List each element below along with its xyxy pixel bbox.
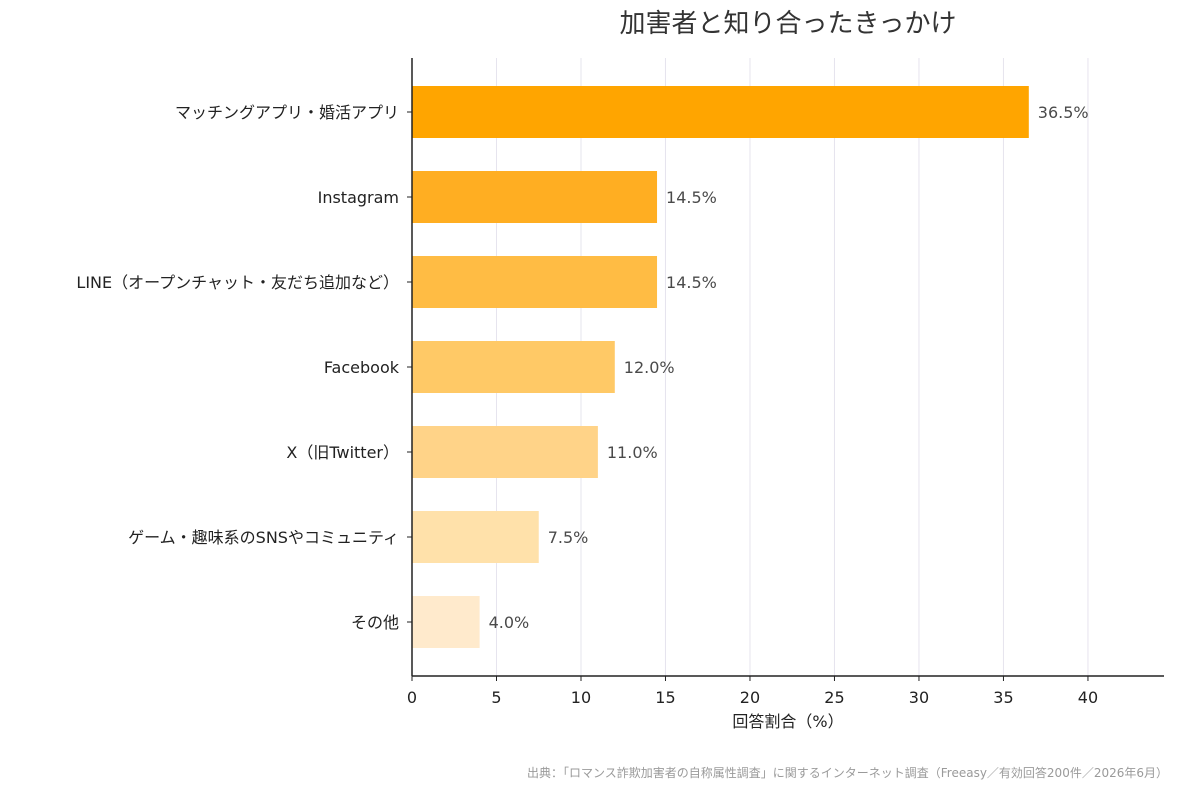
category-label: その他 bbox=[351, 613, 399, 632]
source-note: 出典：「ロマンス詐欺加害者の自称属性調査」に関するインターネット調査（Freea… bbox=[527, 765, 1168, 780]
data-label: 36.5% bbox=[1038, 103, 1089, 122]
data-label: 4.0% bbox=[489, 613, 530, 632]
category-label: ゲーム・趣味系のSNSやコミュニティ bbox=[128, 528, 399, 547]
x-tick-label: 40 bbox=[1078, 688, 1098, 707]
bar bbox=[412, 511, 539, 563]
data-label: 14.5% bbox=[666, 273, 717, 292]
category-label: マッチングアプリ・婚活アプリ bbox=[175, 103, 399, 122]
bar bbox=[412, 171, 658, 223]
axes: 0 5 10 15 20 25 30 35 40 マッチングアプリ・婚活アプリ Instagram L… bbox=[76, 58, 1164, 707]
x-tick-label: 5 bbox=[491, 688, 501, 707]
bars: 36.5% 14.5% 14.5% 12.0% 11.0% 7.5% 4.0% bbox=[412, 86, 1089, 648]
chart-title: 加害者と知り合ったきっかけ bbox=[620, 9, 957, 39]
x-tick-label: 15 bbox=[655, 688, 675, 707]
x-tick-label: 30 bbox=[909, 688, 929, 707]
data-label: 12.0% bbox=[624, 358, 675, 377]
x-axis-label: 回答割合（%） bbox=[732, 712, 843, 731]
x-tick-label: 10 bbox=[571, 688, 591, 707]
grid-lines bbox=[495, 58, 1089, 676]
data-label: 7.5% bbox=[548, 528, 589, 547]
bar bbox=[412, 86, 1029, 138]
bar bbox=[412, 256, 658, 308]
bar bbox=[412, 596, 480, 648]
category-label: LINE（オープンチャット・友だち追加など） bbox=[76, 273, 399, 292]
bar bbox=[412, 341, 615, 393]
x-tick-label: 35 bbox=[993, 688, 1013, 707]
data-label: 11.0% bbox=[607, 443, 658, 462]
category-label: X（旧Twitter） bbox=[286, 443, 399, 462]
x-tick-label: 0 bbox=[407, 688, 417, 707]
category-label: Instagram bbox=[318, 188, 399, 207]
x-tick-label: 20 bbox=[740, 688, 760, 707]
data-label: 14.5% bbox=[666, 188, 717, 207]
x-tick-label: 25 bbox=[824, 688, 844, 707]
category-label: Facebook bbox=[324, 358, 400, 377]
bar bbox=[412, 426, 598, 478]
